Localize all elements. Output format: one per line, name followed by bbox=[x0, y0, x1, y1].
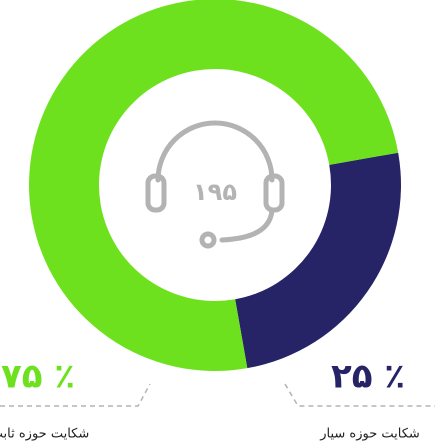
value-label: ۷۵ ٪ bbox=[1, 357, 75, 397]
center-label: ۱۹۵ bbox=[193, 178, 237, 206]
value-label: ۲۵ ٪ bbox=[331, 357, 405, 397]
headset-icon bbox=[145, 120, 285, 249]
category-label: شکایت حوزه سیار bbox=[319, 427, 420, 442]
donut-segment bbox=[235, 152, 401, 369]
donut-segment bbox=[29, 0, 399, 371]
category-label: شکایت حوزه ثابت bbox=[0, 427, 89, 442]
dividers bbox=[0, 383, 435, 407]
